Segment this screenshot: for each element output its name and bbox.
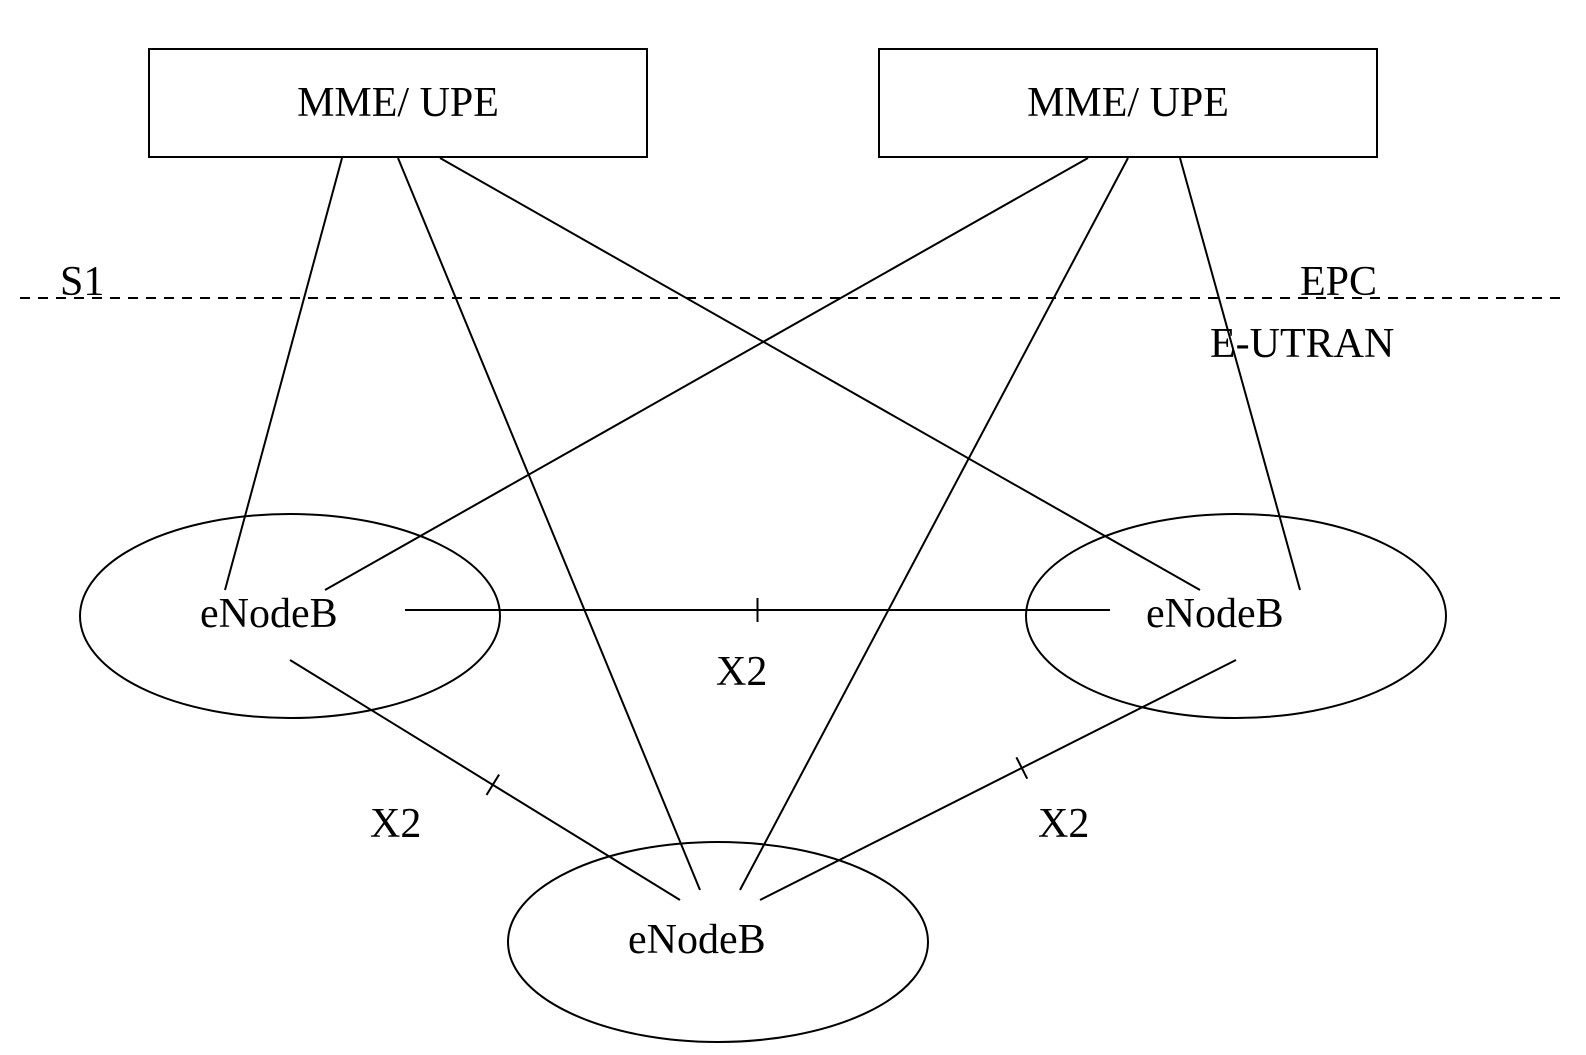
s1-label: S1 (60, 258, 104, 306)
mme-upe-left-box: MME/ UPE (148, 48, 648, 158)
enodeb-right-label: eNodeB (1146, 590, 1284, 638)
epc-label: EPC (1300, 258, 1377, 306)
x2-top-label: X2 (716, 648, 767, 696)
eutran-label: E-UTRAN (1210, 320, 1394, 368)
enodeb-left-label: eNodeB (200, 590, 338, 638)
diagram-container: MME/ UPE MME/ UPE eNodeB eNodeB eNodeB S… (0, 0, 1586, 1055)
mme-upe-right-box: MME/ UPE (878, 48, 1378, 158)
mme-upe-left-label: MME/ UPE (297, 79, 499, 127)
x2-left-label: X2 (370, 800, 421, 848)
diagram-svg (0, 0, 1586, 1055)
mme-upe-right-label: MME/ UPE (1027, 79, 1229, 127)
enodeb-bottom-label: eNodeB (628, 916, 766, 964)
edges-layer (225, 158, 1300, 900)
x2-right-label: X2 (1038, 800, 1089, 848)
